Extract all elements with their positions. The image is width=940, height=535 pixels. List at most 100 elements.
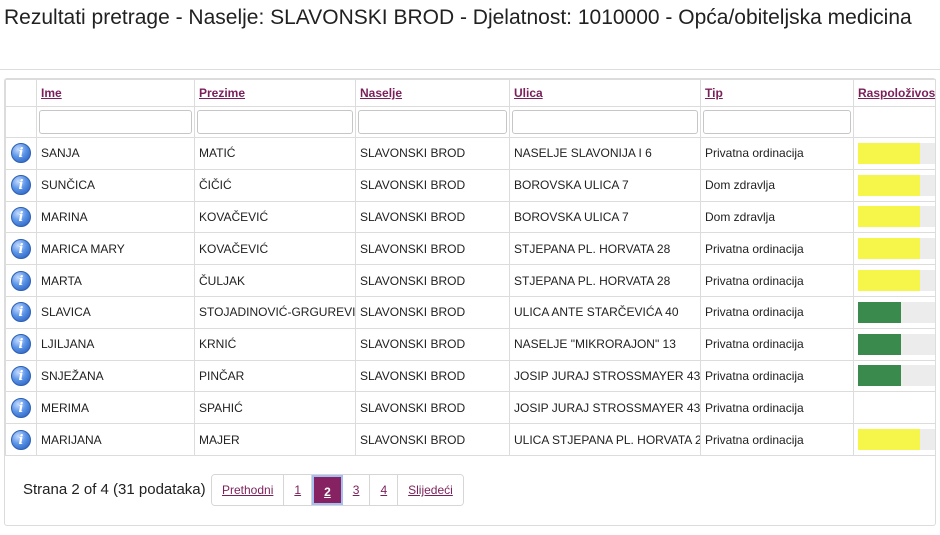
page-1-link[interactable]: 1	[284, 475, 313, 505]
info-icon[interactable]: i	[11, 429, 31, 450]
availability-bar	[858, 365, 935, 387]
availability-fill	[858, 270, 921, 292]
info-cell: i	[5, 137, 37, 170]
cell-naselje: SLAVONSKI BROD	[355, 200, 510, 234]
info-icon[interactable]: i	[11, 302, 31, 323]
sort-ime-link[interactable]: Ime	[41, 86, 62, 100]
sort-prezime-link[interactable]: Prezime	[199, 86, 246, 100]
table-row: i SNJEŽANA PINČAR SLAVONSKI BROD JOSIP JURAJ…	[5, 359, 936, 393]
filter-tip-input[interactable]	[703, 110, 851, 134]
cell-naselje: SLAVONSKI BROD	[355, 359, 510, 393]
cell-prezime: PINČAR	[194, 359, 356, 393]
cell-tip: Dom zdravlja	[700, 168, 854, 202]
cell-tip: Privatna ordinacija	[700, 423, 854, 456]
cell-ime: SANJA	[36, 137, 195, 170]
filter-row	[5, 106, 936, 138]
table-row: i LJILJANA KRNIĆ SLAVONSKI BROD NASELJE "MIK…	[5, 327, 936, 361]
info-icon[interactable]: i	[11, 238, 31, 259]
sort-raspolozivost-link[interactable]: Raspoloživost	[858, 86, 936, 100]
cell-ulica: ULICA ANTE STARČEVIĆA 40	[509, 295, 701, 329]
info-icon[interactable]: i	[11, 334, 31, 355]
cell-ime: SNJEŽANA	[36, 359, 195, 393]
cell-tip: Privatna ordinacija	[700, 137, 854, 170]
availability-fill	[858, 174, 921, 196]
cell-naselje: SLAVONSKI BROD	[355, 232, 510, 266]
cell-raspolozivost	[853, 359, 936, 393]
page-2-link[interactable]: 2	[312, 475, 343, 505]
table-row: i SUNČICA ČIČIĆ SLAVONSKI BROD BOROVSKA ULIC…	[5, 168, 936, 202]
cell-ulica: ULICA STJEPANA PL. HORVATA 28	[509, 423, 701, 456]
cell-ime: MERIMA	[36, 391, 195, 425]
cell-prezime: STOJADINOVIĆ-GRGUREVIĆ	[194, 295, 356, 329]
cell-raspolozivost	[853, 200, 936, 234]
page-4-link[interactable]: 4	[370, 475, 399, 505]
header-naselje: Naselje	[355, 79, 510, 107]
cell-prezime: KRNIĆ	[194, 327, 356, 361]
availability-fill	[858, 142, 921, 164]
cell-ime: MARIJANA	[36, 423, 195, 456]
cell-ulica: STJEPANA PL. HORVATA 28	[509, 232, 701, 266]
filter-ime-input[interactable]	[39, 110, 192, 134]
info-cell: i	[5, 232, 37, 266]
info-cell: i	[5, 423, 37, 456]
filter-naselje-input[interactable]	[358, 110, 507, 134]
table-row: i MARTA ČULJAK SLAVONSKI BROD STJEPANA PL. H…	[5, 264, 936, 297]
cell-raspolozivost	[853, 391, 936, 425]
info-icon[interactable]: i	[11, 143, 31, 164]
cell-ulica: STJEPANA PL. HORVATA 28	[509, 264, 701, 297]
info-icon[interactable]: i	[11, 206, 31, 227]
info-icon[interactable]: i	[11, 175, 31, 196]
cell-ulica: BOROVSKA ULICA 7	[509, 168, 701, 202]
prev-page-link[interactable]: Prethodni	[212, 475, 285, 505]
availability-fill	[858, 206, 921, 228]
header-row: Ime Prezime Naselje Ulica Tip Raspoloživ…	[5, 79, 936, 107]
availability-fill	[858, 333, 901, 355]
info-icon[interactable]: i	[11, 270, 31, 291]
filter-cell-tip	[700, 106, 854, 138]
table-row: i MARICA MARY KOVAČEVIĆ SLAVONSKI BROD STJEP…	[5, 232, 936, 266]
cell-tip: Privatna ordinacija	[700, 232, 854, 266]
availability-bar	[858, 301, 935, 323]
cell-naselje: SLAVONSKI BROD	[355, 264, 510, 297]
cell-ulica: BOROVSKA ULICA 7	[509, 200, 701, 234]
next-page-link[interactable]: Slijedeći	[398, 475, 463, 505]
title-divider	[0, 69, 940, 70]
info-icon[interactable]: i	[11, 397, 31, 418]
filter-cell-raspolozivost	[853, 106, 936, 138]
cell-tip: Privatna ordinacija	[700, 295, 854, 329]
cell-prezime: KOVAČEVIĆ	[194, 200, 356, 234]
filter-prezime-input[interactable]	[197, 110, 353, 134]
pagination: Prethodni 1 2 3 4 Slijedeći	[211, 474, 464, 506]
info-cell: i	[5, 264, 37, 297]
availability-fill	[858, 301, 901, 323]
table-row: i MARINA KOVAČEVIĆ SLAVONSKI BROD BOROVSKA U…	[5, 200, 936, 234]
cell-prezime: ČIČIĆ	[194, 168, 356, 202]
availability-fill	[858, 429, 921, 451]
info-cell: i	[5, 168, 37, 202]
table-row: i MERIMA SPAHIĆ SLAVONSKI BROD JOSIP JURAJ S…	[5, 391, 936, 425]
pager-area: Strana 2 of 4 (31 podataka) Prethodni 1 …	[5, 464, 935, 524]
cell-prezime: ČULJAK	[194, 264, 356, 297]
info-icon[interactable]: i	[11, 365, 31, 386]
cell-naselje: SLAVONSKI BROD	[355, 295, 510, 329]
sort-ulica-link[interactable]: Ulica	[514, 86, 543, 100]
table-row: i MARIJANA MAJER SLAVONSKI BROD ULICA STJEPA…	[5, 423, 936, 456]
cell-raspolozivost	[853, 232, 936, 266]
sort-tip-link[interactable]: Tip	[705, 86, 723, 100]
cell-prezime: KOVAČEVIĆ	[194, 232, 356, 266]
cell-ime: SUNČICA	[36, 168, 195, 202]
availability-bar	[858, 333, 935, 355]
filter-cell-naselje	[355, 106, 510, 138]
availability-bar	[858, 206, 935, 228]
info-cell: i	[5, 295, 37, 329]
results-panel: Ime Prezime Naselje Ulica Tip Raspoloživ…	[4, 78, 936, 526]
header-prezime: Prezime	[194, 79, 356, 107]
cell-raspolozivost	[853, 137, 936, 170]
page-3-link[interactable]: 3	[342, 475, 371, 505]
filter-ulica-input[interactable]	[512, 110, 698, 134]
filter-cell-ime	[36, 106, 195, 138]
table-row: i SLAVICA STOJADINOVIĆ-GRGUREVIĆ SLAVONSKI …	[5, 295, 936, 329]
cell-ulica: NASELJE "MIKRORAJON" 13	[509, 327, 701, 361]
sort-naselje-link[interactable]: Naselje	[360, 86, 403, 100]
cell-tip: Privatna ordinacija	[700, 359, 854, 393]
